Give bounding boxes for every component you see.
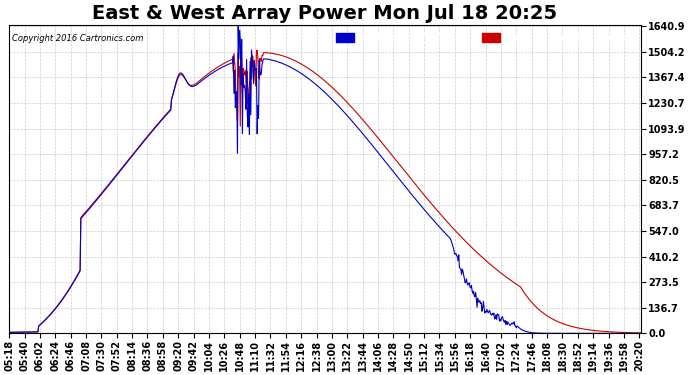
Legend: East Array  (DC Watts), West Array  (DC Watts): East Array (DC Watts), West Array (DC Wa… (334, 31, 633, 45)
Text: Copyright 2016 Cartronics.com: Copyright 2016 Cartronics.com (12, 34, 144, 43)
Title: East & West Array Power Mon Jul 18 20:25: East & West Array Power Mon Jul 18 20:25 (92, 4, 558, 23)
